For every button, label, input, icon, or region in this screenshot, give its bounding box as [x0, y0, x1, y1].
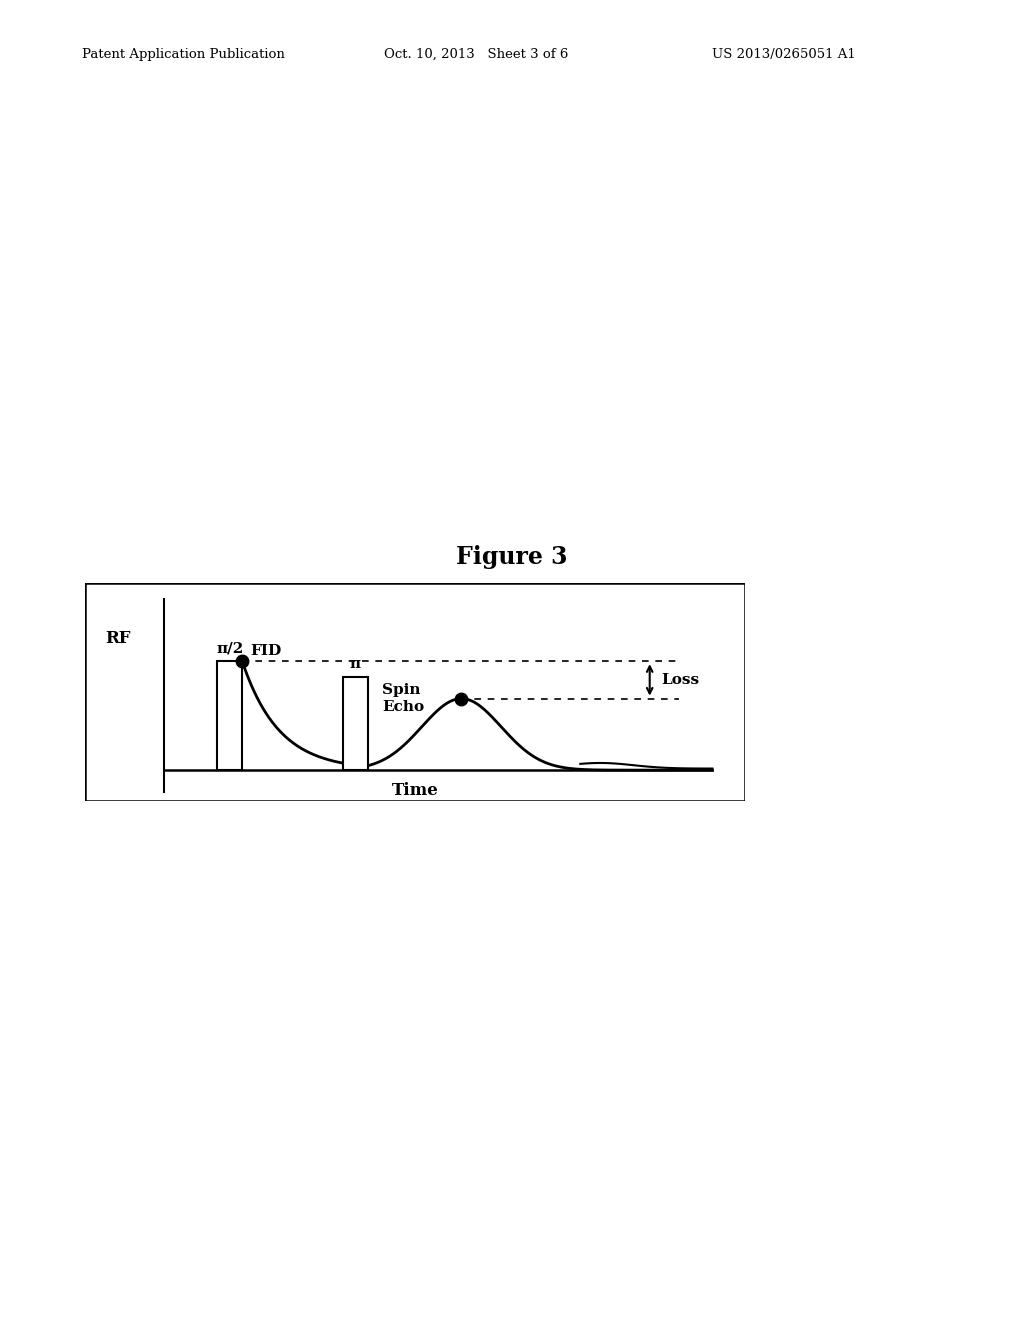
Text: Figure 3: Figure 3	[457, 545, 567, 569]
Bar	[343, 677, 368, 770]
Text: Spin
Echo: Spin Echo	[382, 682, 424, 714]
Text: RF: RF	[105, 630, 131, 647]
Text: π: π	[349, 656, 360, 671]
Bar	[217, 661, 243, 770]
Text: FID: FID	[250, 644, 282, 659]
Text: π/2: π/2	[216, 642, 244, 655]
Text: Patent Application Publication: Patent Application Publication	[82, 49, 285, 61]
Text: Oct. 10, 2013   Sheet 3 of 6: Oct. 10, 2013 Sheet 3 of 6	[384, 49, 568, 61]
Text: Time: Time	[392, 781, 438, 799]
Text: US 2013/0265051 A1: US 2013/0265051 A1	[712, 49, 855, 61]
Text: Loss: Loss	[662, 673, 699, 686]
